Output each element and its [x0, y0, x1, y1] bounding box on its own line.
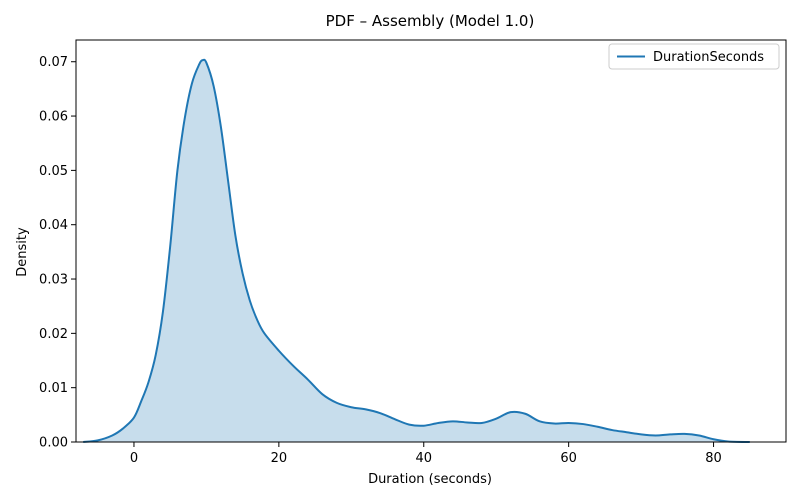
y-tick-label: 0.07	[39, 55, 68, 70]
chart-title: PDF – Assembly (Model 1.0)	[326, 12, 535, 30]
density-area-fill	[83, 59, 750, 443]
y-tick-label: 0.04	[39, 218, 68, 233]
legend: DurationSeconds	[608, 43, 780, 70]
x-tick-label: 60	[560, 451, 577, 466]
y-tick-label: 0.01	[39, 381, 68, 396]
x-axis: 0 20 40 60 80	[130, 442, 722, 466]
x-axis-label: Duration (seconds)	[368, 472, 492, 487]
x-tick-label: 0	[130, 451, 138, 466]
legend-label: DurationSeconds	[653, 50, 764, 65]
x-tick-label: 80	[705, 451, 722, 466]
density-line	[83, 58, 750, 443]
x-tick-label: 40	[415, 451, 432, 466]
y-tick-label: 0.00	[39, 436, 68, 451]
y-tick-label: 0.02	[39, 327, 68, 342]
legend-box	[608, 43, 780, 70]
x-tick-label: 20	[271, 451, 288, 466]
plot-area	[83, 58, 750, 443]
y-axis-label: Density	[15, 227, 30, 277]
y-axis: 0.00 0.01 0.02 0.03 0.04 0.05 0.06 0.07	[39, 55, 76, 451]
y-tick-label: 0.05	[39, 164, 68, 179]
plot-frame	[75, 39, 787, 443]
y-tick-label: 0.06	[39, 110, 68, 125]
y-tick-label: 0.03	[39, 273, 68, 288]
